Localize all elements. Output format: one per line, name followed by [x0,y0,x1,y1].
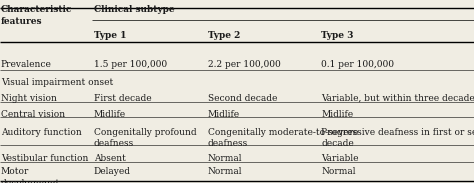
Text: 0.1 per 100,000: 0.1 per 100,000 [321,60,394,69]
Text: Variable, but within three decades: Variable, but within three decades [321,94,474,103]
Text: Central vision: Central vision [1,110,65,119]
Text: First decade: First decade [94,94,152,103]
Text: Type 3: Type 3 [321,31,354,40]
Text: Variable: Variable [321,154,359,163]
Text: Type 1: Type 1 [94,31,127,40]
Text: Midlife: Midlife [94,110,126,119]
Text: Normal: Normal [208,167,242,176]
Text: Characteristic
features: Characteristic features [1,5,73,26]
Text: Congenitally moderate-to-severe
deafness: Congenitally moderate-to-severe deafness [208,128,358,148]
Text: Clinical subtype: Clinical subtype [94,5,174,14]
Text: Normal: Normal [321,167,356,176]
Text: Midlife: Midlife [208,110,240,119]
Text: Congenitally profound
deafness: Congenitally profound deafness [94,128,197,148]
Text: 2.2 per 100,000: 2.2 per 100,000 [208,60,280,69]
Text: Prevalence: Prevalence [1,60,52,69]
Text: Motor
development: Motor development [1,167,60,183]
Text: Vestibular function: Vestibular function [1,154,88,163]
Text: Night vision: Night vision [1,94,57,103]
Text: Type 2: Type 2 [208,31,240,40]
Text: Progressive deafness in first or second
decade: Progressive deafness in first or second … [321,128,474,148]
Text: Visual impairment onset: Visual impairment onset [1,78,113,87]
Text: Midlife: Midlife [321,110,354,119]
Text: Second decade: Second decade [208,94,277,103]
Text: Normal: Normal [208,154,242,163]
Text: Delayed: Delayed [94,167,131,176]
Text: Absent: Absent [94,154,126,163]
Text: Auditory function: Auditory function [1,128,82,137]
Text: 1.5 per 100,000: 1.5 per 100,000 [94,60,167,69]
